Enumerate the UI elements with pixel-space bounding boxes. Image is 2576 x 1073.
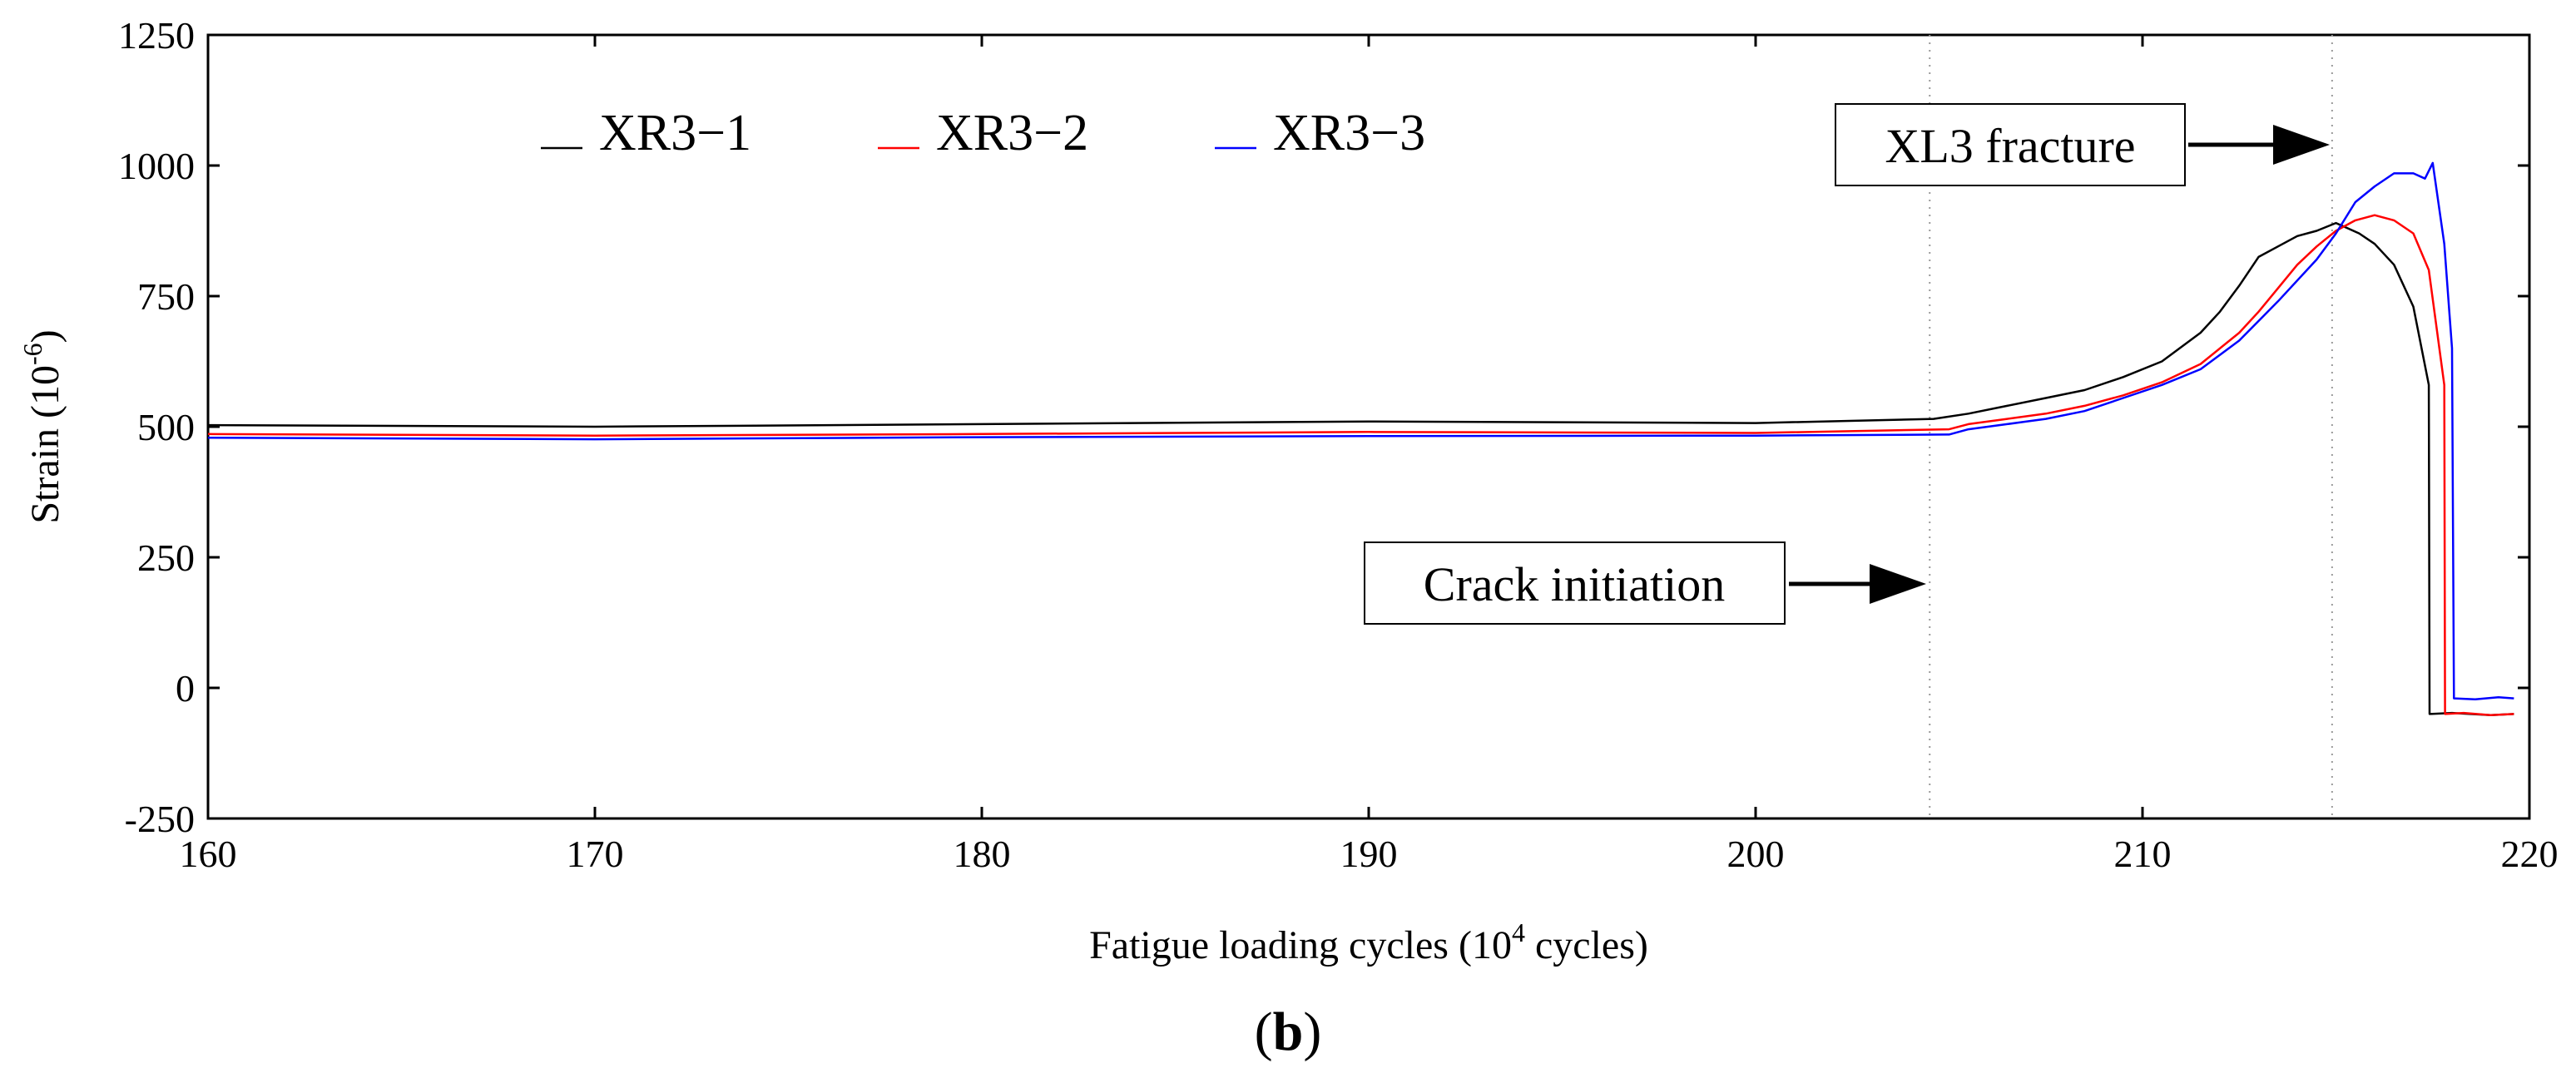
x-tick-label: 200: [1727, 833, 1785, 875]
y-axis-title: Strain (10-6): [17, 329, 67, 523]
annotation-arrow-head: [2273, 125, 2330, 165]
y-axis-title-exponent: -6: [17, 343, 47, 365]
y-tick-label: -250: [125, 798, 195, 840]
x-tick-label: 170: [567, 833, 624, 875]
series-line-2: [207, 214, 2514, 716]
legend-label-3: XR3−3: [1273, 105, 1425, 161]
x-tick-label: 210: [2114, 833, 2172, 875]
annotation-arrow-head: [1870, 564, 1926, 604]
legend-label-1: XR3−1: [599, 105, 751, 161]
x-tick-label: 160: [180, 833, 237, 875]
y-tick-label: 0: [176, 667, 195, 710]
x-tick-label: 220: [2501, 833, 2559, 875]
reference-lines: [1929, 35, 2333, 818]
x-tick-label: 190: [1340, 833, 1398, 875]
y-tick-label: 750: [137, 275, 195, 318]
y-tick-label: 1000: [118, 145, 195, 187]
annotation-crack-initiation: Crack initiation: [1364, 541, 1926, 625]
y-axis-ticks: -250 0 250 500 750 1000 1250: [118, 14, 2529, 840]
y-tick-label: 250: [137, 536, 195, 579]
y-tick-label: 1250: [118, 14, 195, 57]
x-axis-title-exponent: 4: [1512, 917, 1525, 947]
x-axis-title: Fatigue loading cycles (104 cycles): [1089, 917, 1648, 967]
x-tick-label: 180: [954, 833, 1011, 875]
x-axis-ticks: 160 170 180 190 200 210 220: [180, 35, 2559, 875]
legend-label-2: XR3−2: [936, 105, 1088, 161]
annotation-label: Crack initiation: [1424, 557, 1725, 611]
legend: XR3−1 XR3−2 XR3−3: [541, 105, 1425, 161]
annotation-box: [1364, 541, 1786, 625]
series-line-3: [207, 161, 2514, 701]
annotation-label: XL3 fracture: [1885, 119, 2135, 173]
x-axis-title-main: Fatigue loading cycles (10: [1089, 923, 1512, 967]
annotation-box: [1835, 103, 2186, 186]
series-layer: [207, 161, 2514, 716]
panel-label-close-paren: ): [1303, 1001, 1321, 1062]
panel-label-letter: b: [1273, 1001, 1304, 1062]
annotation-xl3-fracture: XL3 fracture: [1835, 103, 2330, 186]
x-axis-title-tail: cycles): [1525, 923, 1648, 967]
y-tick-label: 500: [137, 406, 195, 448]
y-axis-title-main: Strain (10: [23, 365, 67, 524]
panel-label: (b): [1255, 1001, 1322, 1062]
series-line-1: [207, 221, 2514, 716]
y-axis-title-tail: ): [23, 329, 67, 343]
panel-label-open-paren: (: [1255, 1001, 1273, 1062]
